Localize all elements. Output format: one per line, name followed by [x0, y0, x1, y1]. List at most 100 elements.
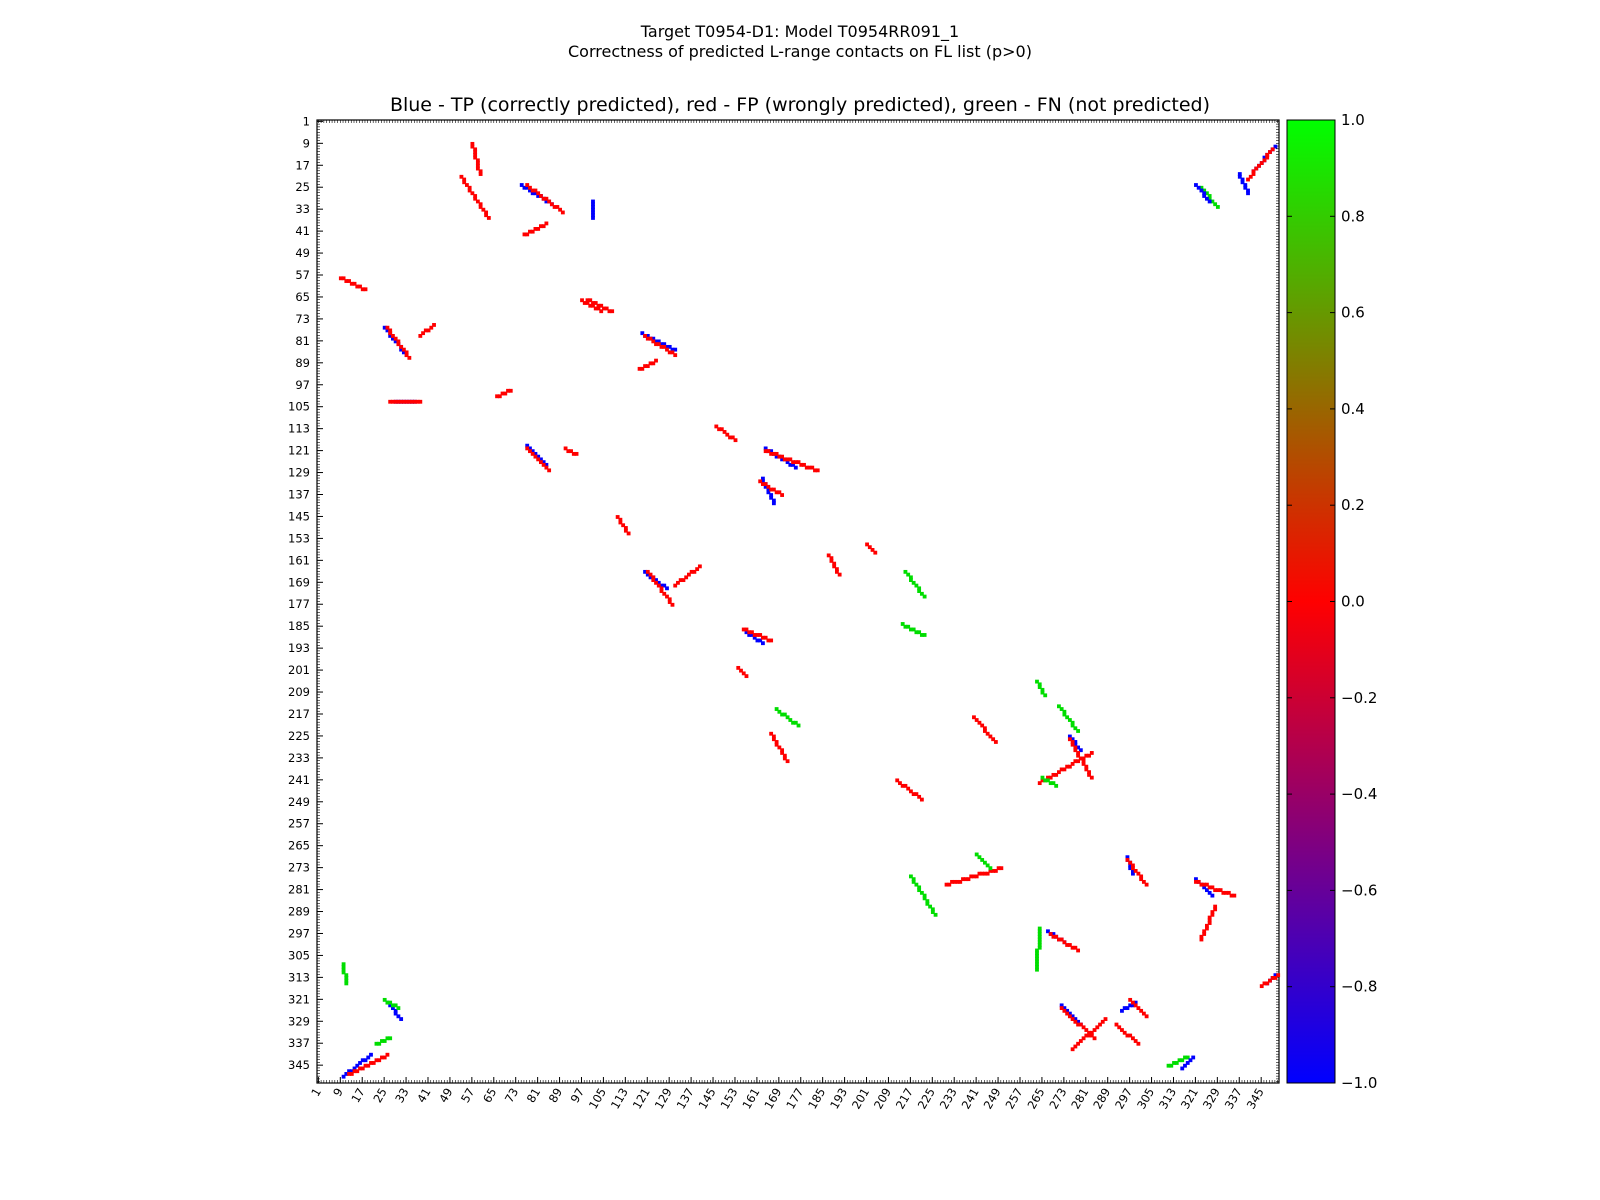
contact-cell-fn	[922, 896, 927, 901]
contact-cell-fp	[1067, 1014, 1072, 1019]
contact-cell-fp	[648, 572, 653, 577]
contact-cell-fn	[374, 1041, 379, 1046]
contact-cell-fp	[985, 871, 990, 876]
contact-fn-group	[903, 569, 927, 599]
contact-cell-fp	[662, 591, 667, 596]
contact-cell-fp	[569, 449, 573, 454]
contact-cell-tp	[1078, 748, 1083, 753]
contact-cell-fp	[1136, 1006, 1141, 1011]
contact-cell-fn	[388, 1000, 393, 1005]
contact-cell-fp	[684, 575, 689, 580]
contact-cell-fp	[467, 185, 472, 190]
contact-cell-fp	[539, 460, 543, 465]
contact-cell-fp	[432, 323, 436, 327]
contact-cell-fp	[1218, 888, 1223, 893]
contact-cell-tp	[391, 1006, 395, 1011]
contact-cell-fp	[358, 1066, 362, 1071]
x-tick-label: 273	[1046, 1086, 1069, 1112]
colorbar-tick-label: −0.4	[1341, 785, 1377, 803]
contact-cell-fp	[651, 339, 656, 344]
contact-cell-fn	[1035, 954, 1039, 958]
colorbar-tick-label: 0.2	[1341, 496, 1365, 514]
contact-cell-tp	[385, 328, 390, 333]
contact-cell-tp	[654, 339, 658, 344]
colorbar-tick-label: 0.8	[1341, 207, 1365, 225]
contact-cell-fp	[418, 399, 423, 404]
contact-cell-fp	[462, 177, 467, 182]
contact-cell-tp	[747, 633, 752, 637]
contact-cell-fp	[541, 462, 546, 467]
contact-cell-tp	[1243, 185, 1248, 190]
contact-cell-fn	[1185, 1055, 1190, 1060]
contact-cell-fp	[906, 786, 911, 791]
contact-cell-tp	[1131, 1003, 1135, 1008]
contact-cell-tp	[662, 342, 667, 347]
contact-cell-fp	[645, 336, 650, 341]
contact-cell-fp	[766, 484, 771, 489]
contact-cell-fn	[983, 860, 987, 865]
contact-cell-tp	[750, 633, 754, 637]
contact-cell-fn	[922, 633, 927, 637]
contact-cell-tp	[771, 498, 776, 503]
contact-cell-fp	[1087, 1033, 1091, 1038]
contact-cell-fp	[955, 879, 960, 884]
contact-cell-fp	[744, 674, 749, 679]
contact-cell-fp	[796, 460, 801, 465]
y-tick-label: 201	[288, 663, 310, 677]
contact-cell-fp	[1087, 772, 1091, 777]
contact-cell-tp	[363, 1058, 368, 1063]
contact-cell-tp	[528, 446, 532, 451]
contact-cell-fp	[558, 207, 563, 212]
contact-fp-group	[585, 298, 615, 314]
contact-cell-fp	[961, 877, 965, 882]
contact-cell-fp	[429, 325, 434, 330]
x-tick-label: 25	[370, 1086, 389, 1106]
contact-cell-fp	[1070, 945, 1075, 950]
contact-cell-fn	[791, 720, 795, 725]
contact-cell-tp	[1120, 1008, 1124, 1013]
contact-cell-fp	[475, 163, 480, 168]
contact-cell-fn	[396, 1006, 401, 1011]
contact-cell-fn	[1202, 188, 1207, 193]
contact-cell-tp	[769, 449, 774, 454]
contact-cell-fp	[832, 561, 837, 566]
contact-cell-fp	[983, 726, 987, 731]
contact-cell-fp	[1141, 1011, 1146, 1016]
contact-cell-fp	[911, 792, 916, 797]
contact-cell-fn	[788, 718, 793, 722]
contact-cell-fn	[782, 712, 787, 717]
contact-cell-fn	[1169, 1063, 1174, 1068]
contact-fn-group	[900, 622, 927, 637]
contact-cell-tp	[530, 191, 535, 196]
contact-cell-fp	[1057, 770, 1061, 775]
contact-cell-fp	[355, 1069, 360, 1074]
contact-cell-tp	[347, 1069, 351, 1074]
contact-cell-fn	[925, 899, 930, 904]
contact-cell-fp	[478, 202, 483, 207]
contact-cell-fp	[1084, 1028, 1089, 1032]
contact-cell-fp	[423, 328, 428, 333]
contact-fp-group	[525, 183, 565, 215]
colorbar-tick-label: 1.0	[1341, 111, 1365, 129]
contact-cell-fp	[421, 331, 425, 336]
contact-cell-fp	[873, 550, 878, 555]
contact-fp-group	[1067, 737, 1094, 780]
contact-cell-fp	[1251, 169, 1256, 174]
contact-cell-fp	[974, 874, 979, 879]
contact-cell-fp	[1194, 879, 1198, 884]
contact-cell-fp	[1078, 1022, 1083, 1027]
contact-cell-fp	[771, 737, 776, 742]
y-tick-label: 305	[288, 948, 310, 962]
contact-cell-fp	[1221, 890, 1226, 895]
contact-cell-fp	[829, 558, 834, 563]
contact-cell-fp	[404, 399, 409, 404]
contact-cell-tp	[774, 454, 779, 459]
contact-cell-fp	[1202, 929, 1207, 934]
contact-cell-tp	[1076, 745, 1081, 750]
contact-cell-fp	[676, 580, 680, 585]
contact-cell-fp	[1062, 767, 1067, 772]
contact-fn-group	[1057, 704, 1081, 733]
y-tick-labels: 1 9 17 25 33 41 49 57 65 73 81 89 97 105 113 121 129 137 1…	[288, 114, 310, 1072]
contact-cell-fn	[985, 863, 990, 868]
